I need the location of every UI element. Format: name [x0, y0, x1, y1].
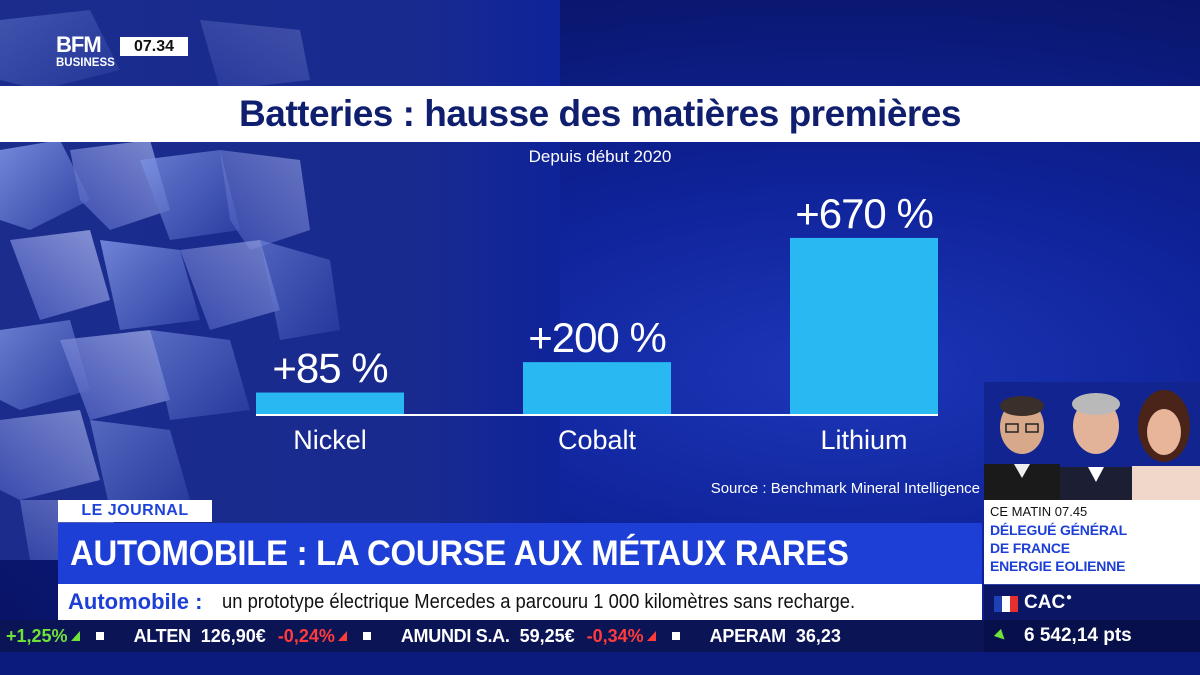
- headline-text: AUTOMOBILE : LA COURSE AUX MÉTAUX RARES: [70, 534, 849, 573]
- segment-tag-label: LE JOURNAL: [81, 502, 189, 519]
- stock-ticker: +1,25% ALTEN 126,90€ -0,24% AMUNDI S.A. …: [0, 620, 984, 652]
- index-value-box: 6 542,14 pts: [984, 620, 1200, 652]
- ticker-price: 36,23: [795, 625, 841, 646]
- stock-ticker-row: +1,25% ALTEN 126,90€ -0,24% AMUNDI S.A. …: [0, 620, 867, 652]
- up-arrow-icon: [993, 628, 1009, 644]
- guest-title-line: DÉLEGUÉ GÉNÉRAL: [990, 522, 1128, 538]
- news-keyword: Automobile :: [68, 589, 203, 614]
- segment-tag: LE JOURNAL: [58, 500, 212, 522]
- bar-cobalt: [523, 362, 671, 415]
- bar-lithium: [790, 237, 938, 415]
- up-arrow-icon: [70, 631, 80, 641]
- ticker-name: AMUNDI S.A.: [400, 625, 510, 646]
- news-crawl: Automobile : un prototype électrique Mer…: [58, 584, 982, 620]
- ticker-separator-icon: [362, 632, 371, 640]
- ticker-price: 59,25€: [519, 625, 575, 646]
- down-arrow-icon: [646, 631, 656, 641]
- ticker-separator-icon: [671, 632, 680, 640]
- headline-banner: AUTOMOBILE : LA COURSE AUX MÉTAUX RARES: [58, 523, 982, 584]
- ticker-separator-icon: [95, 632, 104, 640]
- ticker-name: ALTEN: [133, 625, 191, 646]
- category-label: Cobalt: [558, 425, 637, 455]
- index-label-box: CAC ●: [984, 584, 1200, 620]
- data-label: +670 %: [795, 190, 933, 237]
- title-band: Batteries : hausse des matières première…: [0, 86, 1200, 142]
- bar-nickel: [256, 392, 404, 415]
- chart-source: Source : Benchmark Mineral Intelligence: [710, 480, 980, 497]
- france-flag-icon: [994, 596, 1018, 612]
- ticker-change: +1,25%: [6, 625, 68, 646]
- ticker-price: 126,90€: [200, 625, 266, 646]
- data-label: +200 %: [528, 314, 666, 361]
- ticker-item: AMUNDI S.A. 59,25€ -0,34%: [401, 626, 696, 647]
- clock: 07.34: [120, 37, 188, 56]
- index-name: CAC: [1024, 592, 1066, 613]
- channel-logo: BFM BUSINESS: [56, 34, 118, 74]
- logo-text-business: BUSINESS: [56, 57, 115, 69]
- guest-time-label: CE MATIN 07.45: [990, 504, 1088, 519]
- down-arrow-icon: [337, 631, 347, 641]
- category-label: Nickel: [293, 425, 367, 455]
- ticker-item: ALTEN 126,90€ -0,24%: [134, 626, 387, 647]
- guest-title: DÉLEGUÉ GÉNÉRAL DE FRANCE ENERGIE EOLIEN…: [990, 521, 1196, 575]
- ticker-change: -0,24%: [277, 625, 335, 646]
- guest-info-panel: CE MATIN 07.45 DÉLEGUÉ GÉNÉRAL DE FRANCE…: [984, 500, 1200, 584]
- news-text: un prototype électrique Mercedes a parco…: [222, 591, 856, 613]
- bottom-strip: [0, 652, 1200, 675]
- presenters-photo: [984, 382, 1200, 500]
- guest-title-line: DE FRANCE: [990, 540, 1070, 556]
- ticker-item: APERAM 36,23: [710, 626, 853, 647]
- ticker-change: -0,34%: [586, 625, 644, 646]
- chart-title: Batteries : hausse des matières première…: [239, 93, 961, 134]
- index-value: 6 542,14 pts: [1024, 625, 1132, 646]
- category-label: Lithium: [820, 425, 907, 455]
- ticker-name: APERAM: [709, 625, 787, 646]
- bar-chart: +85 % Nickel +200 % Cobalt +670 % Lithium: [256, 190, 938, 455]
- chart-subtitle: Depuis début 2020: [528, 147, 672, 166]
- guest-title-line: ENERGIE EOLIENNE: [990, 558, 1126, 574]
- data-label: +85 %: [272, 345, 387, 392]
- index-marker-icon: ●: [1066, 592, 1073, 603]
- ticker-item: +1,25%: [6, 626, 120, 647]
- logo-text-bfm: BFM: [56, 32, 102, 57]
